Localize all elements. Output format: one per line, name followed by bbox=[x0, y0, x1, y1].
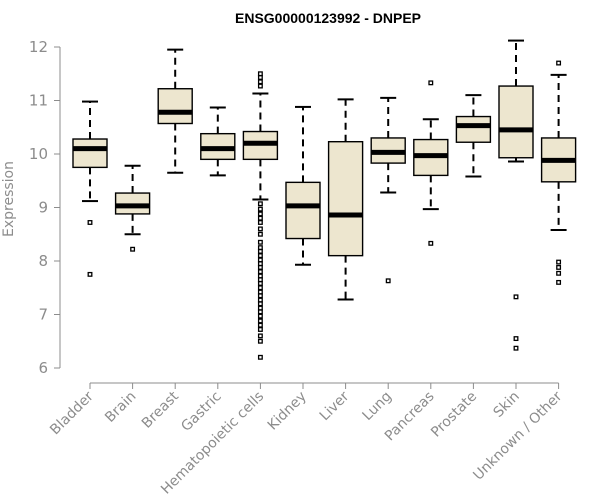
box-kidney bbox=[285, 105, 321, 266]
outlier-point bbox=[257, 231, 263, 237]
outlier-point bbox=[257, 211, 263, 217]
outlier-point bbox=[513, 345, 519, 351]
outlier-point bbox=[257, 261, 263, 267]
outlier-point bbox=[257, 305, 263, 311]
box-pancreas bbox=[413, 80, 449, 246]
outlier-point bbox=[513, 294, 519, 300]
box-skin bbox=[498, 39, 534, 351]
outlier-point bbox=[257, 264, 263, 270]
iqr-box bbox=[498, 85, 534, 159]
chart-title: ENSG00000123992 - DNPEP bbox=[235, 10, 421, 26]
outlier-point bbox=[257, 79, 263, 85]
outlier-point bbox=[257, 71, 263, 77]
iqr-box bbox=[157, 88, 193, 125]
outlier-point bbox=[257, 293, 263, 299]
outlier-point bbox=[257, 289, 263, 295]
y-tick-label: 12 bbox=[29, 38, 48, 56]
x-tick-label: Liver bbox=[317, 388, 353, 424]
iqr-box bbox=[327, 140, 364, 257]
outlier-point bbox=[87, 271, 93, 277]
plot-area bbox=[72, 39, 577, 360]
iqr-box bbox=[285, 181, 321, 240]
y-tick-label: 11 bbox=[29, 92, 48, 110]
outlier-point bbox=[257, 245, 263, 251]
iqr-box bbox=[72, 138, 108, 169]
outlier-point bbox=[556, 259, 562, 265]
outlier-point bbox=[87, 220, 93, 225]
y-axis: 6 7 8 9 10 11 12 bbox=[29, 38, 61, 377]
y-tick-label: 8 bbox=[38, 252, 48, 270]
outlier-point bbox=[257, 273, 263, 279]
y-tick-label: 6 bbox=[38, 359, 48, 377]
outlier-point bbox=[428, 240, 434, 246]
outlier-point bbox=[257, 354, 263, 360]
outlier-point bbox=[257, 83, 263, 89]
outlier-point bbox=[257, 313, 263, 319]
x-tick-label: Brain bbox=[102, 389, 139, 426]
outlier-point bbox=[257, 338, 263, 344]
outlier-point bbox=[130, 246, 136, 252]
box-unknown-other bbox=[540, 60, 577, 285]
outlier-point bbox=[257, 309, 263, 315]
outlier-point bbox=[257, 318, 263, 324]
outlier-point bbox=[257, 220, 263, 225]
outlier-point bbox=[257, 226, 263, 232]
outlier-point bbox=[257, 253, 263, 259]
y-tick-label: 7 bbox=[38, 306, 48, 324]
outlier-point bbox=[385, 278, 391, 284]
outlier-point bbox=[428, 80, 434, 86]
outlier-point bbox=[556, 270, 562, 276]
box-hematopoietic-cells bbox=[242, 71, 279, 360]
outlier-point bbox=[257, 277, 263, 283]
outlier-point bbox=[513, 336, 519, 342]
outlier-point bbox=[556, 264, 562, 270]
y-tick-label: 10 bbox=[29, 145, 48, 163]
outlier-point bbox=[257, 301, 263, 307]
iqr-box bbox=[455, 115, 492, 143]
box-bladder bbox=[72, 100, 108, 277]
x-tick-label: Kidney bbox=[265, 389, 310, 434]
box-brain bbox=[114, 164, 151, 252]
outlier-point bbox=[257, 257, 263, 263]
outlier-point bbox=[257, 327, 263, 332]
outlier-point bbox=[257, 285, 263, 291]
box-gastric bbox=[200, 106, 236, 177]
box-lung bbox=[370, 96, 406, 284]
outlier-point bbox=[257, 281, 263, 286]
x-tick-label: Skin bbox=[490, 389, 522, 421]
y-axis-label: Expression bbox=[1, 161, 17, 237]
outlier-point bbox=[257, 75, 263, 80]
outlier-point bbox=[556, 60, 562, 66]
outlier-point bbox=[257, 269, 263, 275]
x-tick-label: Breast bbox=[139, 388, 183, 432]
outlier-point bbox=[257, 297, 263, 303]
box-liver bbox=[327, 98, 364, 301]
outlier-point bbox=[556, 279, 562, 285]
outlier-point bbox=[257, 333, 263, 339]
outlier-point bbox=[257, 201, 263, 207]
x-tick-label: Bladder bbox=[47, 388, 97, 438]
y-tick-label: 9 bbox=[38, 199, 48, 217]
outlier-point bbox=[257, 239, 263, 245]
outlier-point bbox=[257, 206, 263, 212]
outlier-point bbox=[257, 322, 263, 328]
box-prostate bbox=[455, 94, 492, 178]
x-tick-label: Prostate bbox=[428, 389, 480, 441]
outlier-point bbox=[257, 215, 263, 221]
outlier-point bbox=[257, 248, 263, 254]
x-tick-label: Lung bbox=[360, 389, 395, 424]
box-breast bbox=[157, 48, 193, 174]
